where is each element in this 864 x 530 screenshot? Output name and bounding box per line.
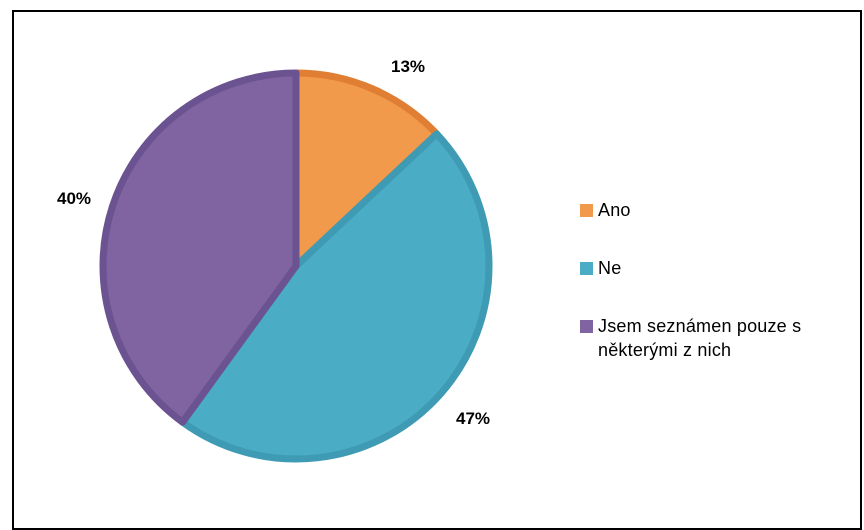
legend-swatch-ano bbox=[580, 204, 593, 217]
legend-item-jsem-seznamen: Jsem seznámen pouze s některými z nich bbox=[580, 314, 850, 362]
pie-slices bbox=[99, 69, 493, 463]
legend-swatch-jsem-seznamen bbox=[580, 320, 593, 333]
pie-slice-ne bbox=[179, 130, 493, 463]
legend-item-ne: Ne bbox=[580, 256, 850, 280]
legend-label-ano: Ano bbox=[598, 200, 631, 220]
pie-chart: 13% 47% 40% bbox=[57, 57, 493, 463]
data-label-ano: 13% bbox=[391, 57, 425, 76]
pie-slice-ano bbox=[292, 69, 441, 270]
legend-label-ne: Ne bbox=[598, 258, 622, 278]
legend: Ano Ne Jsem seznámen pouze s některými z… bbox=[580, 198, 850, 396]
data-label-jsem-seznamen: 40% bbox=[57, 189, 91, 208]
data-label-ne: 47% bbox=[456, 409, 490, 428]
pie-slice-jsem-seznamen bbox=[99, 69, 300, 426]
legend-label-jsem-seznamen: Jsem seznámen pouze s některými z nich bbox=[598, 316, 802, 360]
legend-item-ano: Ano bbox=[580, 198, 850, 222]
legend-swatch-ne bbox=[580, 262, 593, 275]
